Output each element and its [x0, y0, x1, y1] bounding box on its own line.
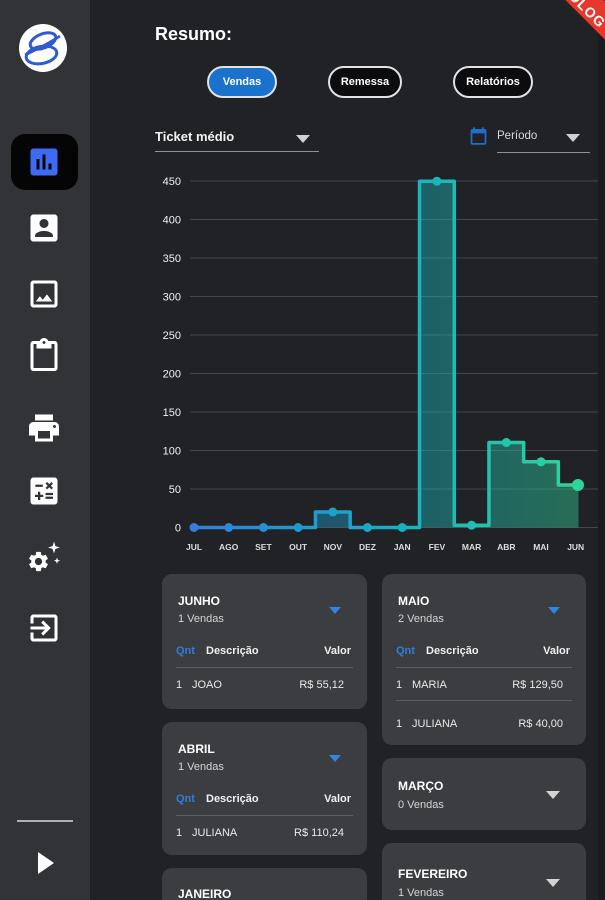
- svg-text:AGO: AGO: [219, 542, 239, 552]
- svg-text:300: 300: [163, 292, 181, 304]
- svg-text:350: 350: [163, 253, 181, 265]
- svg-text:JUN: JUN: [567, 542, 584, 552]
- svg-text:FEV: FEV: [429, 542, 446, 552]
- svg-text:MAR: MAR: [462, 542, 481, 552]
- svg-text:450: 450: [163, 176, 181, 188]
- svg-text:100: 100: [163, 446, 181, 458]
- svg-text:250: 250: [163, 330, 181, 342]
- svg-text:200: 200: [163, 369, 181, 381]
- svg-text:0: 0: [175, 523, 181, 535]
- svg-text:OUT: OUT: [289, 542, 308, 552]
- svg-text:MAI: MAI: [533, 542, 549, 552]
- svg-text:JUL: JUL: [186, 542, 202, 552]
- svg-text:50: 50: [169, 484, 181, 496]
- svg-text:NOV: NOV: [324, 542, 343, 552]
- svg-text:DEZ: DEZ: [359, 542, 376, 552]
- svg-text:SET: SET: [255, 542, 272, 552]
- svg-text:JAN: JAN: [394, 542, 411, 552]
- svg-text:150: 150: [163, 407, 181, 419]
- svg-text:ABR: ABR: [497, 542, 515, 552]
- svg-text:400: 400: [163, 215, 181, 227]
